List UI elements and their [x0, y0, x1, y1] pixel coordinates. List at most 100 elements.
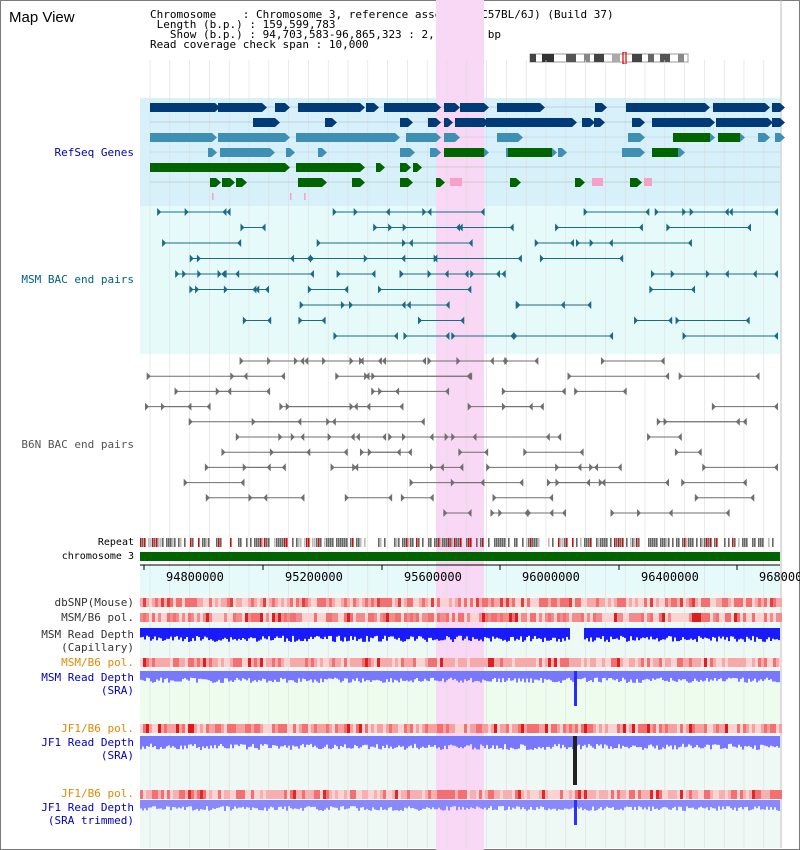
polymorphism-cell	[368, 598, 371, 607]
depth-bar	[432, 671, 434, 678]
track-label-jf1-depth-sra-sub[interactable]: (SRA)	[100, 749, 134, 762]
polymorphism-cell	[530, 598, 533, 607]
depth-bar	[622, 628, 624, 637]
msm-pair-end	[162, 239, 167, 247]
polymorphism-cell	[482, 724, 485, 733]
depth-bar	[690, 736, 692, 746]
polymorphism-cell	[542, 598, 545, 607]
depth-bar	[174, 800, 176, 808]
polymorphism-cell	[593, 790, 596, 799]
polymorphism-cell	[299, 658, 302, 667]
depth-bar	[472, 736, 474, 750]
track-label-b6n-bac[interactable]: B6N BAC end pairs	[21, 438, 134, 451]
polymorphism-cell	[728, 724, 731, 733]
polymorphism-cell	[617, 724, 620, 733]
polymorphism-cell	[416, 598, 419, 607]
depth-bar	[772, 800, 774, 810]
depth-bar	[552, 628, 554, 638]
depth-bar	[640, 628, 642, 639]
polymorphism-cell	[482, 598, 485, 607]
depth-bar	[680, 628, 682, 641]
depth-bar	[146, 736, 148, 747]
polymorphism-cell	[422, 598, 425, 607]
polymorphism-cell	[650, 598, 653, 607]
track-label-msm-b6-pol-2[interactable]: MSM/B6 pol.	[61, 656, 134, 669]
track-label-msm-bac[interactable]: MSM BAC end pairs	[21, 273, 134, 286]
track-label-refseq[interactable]: RefSeq Genes	[54, 146, 134, 159]
depth-bar	[628, 628, 630, 641]
polymorphism-cell	[737, 724, 740, 733]
track-label-jf1-depth-sra[interactable]: JF1 Read Depth	[41, 736, 134, 749]
depth-bar	[702, 800, 704, 808]
polymorphism-cell	[398, 790, 401, 799]
depth-bar	[746, 628, 748, 637]
track-label-jf1-b6-pol[interactable]: JF1/B6 pol.	[61, 722, 134, 735]
depth-bar	[222, 671, 224, 683]
depth-bar	[342, 736, 344, 748]
depth-bar	[254, 671, 256, 681]
track-label-jf1-b6-pol-2[interactable]: JF1/B6 pol.	[61, 787, 134, 800]
depth-bar	[178, 800, 180, 808]
track-label-msm-b6-pol[interactable]: MSM/B6 pol.	[61, 611, 134, 624]
repeat-tick	[412, 538, 414, 547]
polymorphism-cell	[722, 724, 725, 733]
track-label-jf1-depth-trimmed[interactable]: JF1 Read Depth	[41, 801, 134, 814]
depth-bar	[310, 671, 312, 680]
depth-bar	[378, 736, 380, 749]
track-label-msm-depth-capillary-sub[interactable]: (Capillary)	[61, 641, 134, 654]
depth-bar	[762, 800, 764, 810]
polymorphism-cell	[242, 724, 245, 733]
depth-bar	[746, 671, 748, 683]
repeat-tick	[332, 538, 334, 547]
polymorphism-cell	[509, 724, 512, 733]
repeat-tick	[208, 538, 210, 547]
gene-block	[208, 148, 212, 157]
depth-bar	[392, 671, 394, 683]
repeat-tick	[488, 538, 490, 547]
depth-bar	[756, 800, 758, 809]
depth-bar	[374, 628, 376, 637]
gene-block	[150, 163, 285, 172]
depth-bar	[428, 671, 430, 682]
track-label-msm-depth-sra-sub[interactable]: (SRA)	[100, 684, 134, 697]
depth-bar	[716, 671, 718, 681]
polymorphism-cell	[650, 613, 653, 622]
polymorphism-cell	[695, 598, 698, 607]
depth-bar	[446, 671, 448, 681]
msm-pair-end	[460, 316, 465, 325]
chromosome-ideogram[interactable]	[528, 52, 692, 64]
depth-bar	[186, 736, 188, 749]
depth-bar	[142, 628, 144, 637]
polymorphism-cell	[317, 790, 320, 799]
polymorphism-cell	[563, 724, 566, 733]
depth-bar	[486, 800, 488, 810]
polymorphism-cell	[221, 724, 224, 733]
msm-pair-end	[649, 285, 654, 294]
depth-bar	[726, 671, 728, 680]
polymorphism-cell	[227, 790, 230, 799]
depth-bar	[158, 736, 160, 750]
depth-bar	[716, 800, 718, 811]
depth-bar	[214, 671, 216, 683]
polymorphism-cell	[419, 790, 422, 799]
depth-bar	[500, 671, 502, 683]
polymorphism-cell	[371, 613, 374, 622]
msm-pair-end	[333, 332, 338, 340]
depth-bar	[608, 736, 610, 749]
polymorphism-cell	[227, 724, 230, 733]
depth-bar	[660, 671, 662, 678]
polymorphism-cell	[419, 613, 422, 622]
depth-bar	[384, 800, 386, 810]
track-label-chromosome[interactable]: chromosome 3	[61, 551, 134, 562]
depth-bar	[666, 736, 668, 745]
depth-bar	[734, 671, 736, 679]
track-label-repeat[interactable]: Repeat	[97, 537, 134, 548]
msm-pair-end	[495, 270, 500, 278]
track-label-jf1-depth-trimmed-sub[interactable]: (SRA trimmed)	[47, 814, 134, 827]
depth-bar	[256, 736, 258, 749]
depth-bar	[600, 800, 602, 808]
track-label-msm-depth-capillary[interactable]: MSM Read Depth	[41, 628, 134, 641]
track-label-msm-depth-sra[interactable]: MSM Read Depth	[41, 671, 134, 684]
track-label-dbsnp[interactable]: dbSNP(Mouse)	[54, 596, 134, 609]
